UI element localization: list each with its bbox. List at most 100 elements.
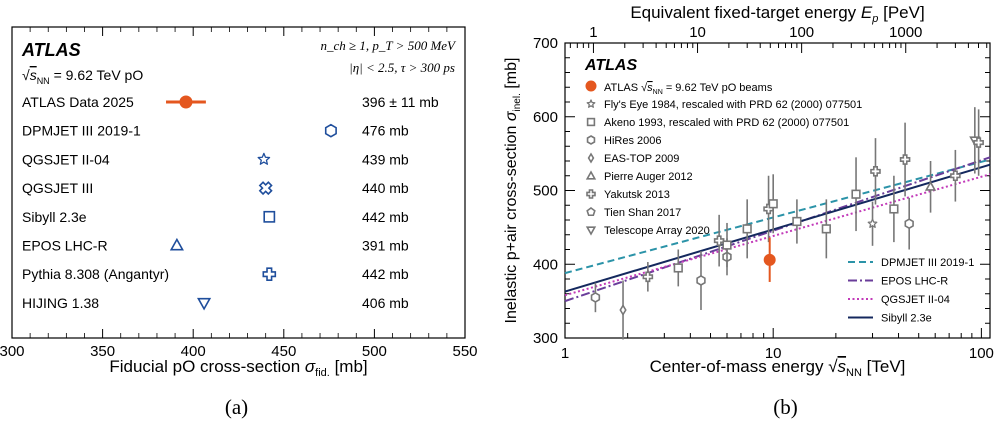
plus-shape (870, 166, 881, 177)
x-axis-label: Fiducial pO cross-section σfid. [mb] (109, 357, 367, 379)
cross-x-shape (258, 181, 273, 196)
plus-shape (262, 267, 277, 282)
legend-marker (586, 117, 596, 127)
panel-label-a: (a) (225, 395, 248, 419)
triangle-shape (197, 297, 212, 311)
plus-shape (973, 137, 984, 148)
triangle-shape (585, 226, 597, 236)
plus-shape (586, 189, 596, 199)
entry-value: 439 mb (362, 151, 409, 167)
triangle-shape (169, 237, 184, 251)
entry-label: QGSJET II-04 (22, 151, 110, 167)
cr-data-point (713, 235, 725, 246)
panel-b-energy-dependence: 1 10 100 1 10 100 1000 300 400 500 600 700 ATLAS ATLA… (503, 3, 994, 419)
cr-data-point (899, 154, 911, 165)
x-tick-label: 1 (561, 345, 569, 362)
cr-data-point (867, 218, 878, 228)
cr-data-point (722, 240, 732, 250)
entry-value: 391 mb (362, 238, 409, 254)
square-shape (768, 199, 778, 209)
top-tick-label: 1000 (889, 24, 922, 41)
square-shape (586, 117, 596, 127)
square-shape (673, 263, 683, 273)
atlas-label: ATLAS (21, 40, 81, 60)
x-tick-label: 450 (271, 343, 296, 360)
cr-data-point (950, 170, 961, 182)
entry-label: DPMJET III 2019-1 (22, 123, 141, 139)
entry-value: 476 mb (362, 123, 409, 139)
atlas-data-point (763, 253, 776, 266)
star-shape (586, 99, 596, 108)
cr-data-point (696, 275, 706, 286)
atlas-data-point (179, 95, 193, 109)
legend-marker (586, 189, 596, 199)
x-axis-label: Center-of-mass energy √sNN [TeV] (650, 357, 906, 379)
cr-data-point (821, 224, 831, 234)
cr-data-point (792, 216, 802, 227)
triangle-shape (924, 180, 937, 191)
cr-data-point (870, 166, 881, 177)
model-marker (197, 297, 212, 311)
legend-label: EAS-TOP 2009 (604, 153, 679, 165)
top-axis-label: Equivalent fixed-target energy Ep [PeV] (630, 3, 924, 25)
diamond-shape (619, 303, 627, 317)
cr-data-point (973, 137, 984, 148)
square-shape (722, 240, 732, 250)
dot-shape (763, 253, 776, 266)
square-shape (821, 224, 831, 234)
cr-data-point (642, 271, 654, 283)
star-shape (257, 152, 271, 165)
cr-data-point (742, 224, 752, 234)
cut-label-2: |η| < 2.5, τ > 300 ps (349, 60, 455, 75)
entry-value: 440 mb (362, 180, 409, 196)
x-tick-label: 500 (362, 343, 387, 360)
energy-label: √sNN = 9.62 TeV pO (22, 67, 143, 86)
panel-a-cross-section-comparison: 300 350 400 450 500 550 ATLAS √sNN = 9.62 TeV p… (0, 26, 478, 419)
legend-marker (586, 135, 596, 145)
legend-label: HiRes 2006 (604, 135, 661, 147)
legend-marker (585, 226, 597, 236)
entry-value: 442 mb (362, 209, 409, 225)
x-tick-label: 100 (969, 345, 994, 362)
legend-marker (587, 152, 595, 164)
legend-label: Akeno 1993, rescaled with PRD 62 (2000) … (604, 117, 849, 129)
legend-marker (586, 99, 596, 108)
model-curve (564, 173, 991, 297)
y-tick-label: 300 (533, 330, 558, 347)
entry-value: 406 mb (362, 295, 409, 311)
x-tick-label: 550 (452, 343, 477, 360)
legend-label: DPMJET III 2019-1 (881, 257, 974, 269)
atlas-label: ATLAS (584, 57, 637, 74)
legend-label: Pierre Auger 2012 (604, 171, 693, 183)
x-tick-label: 400 (181, 343, 206, 360)
x-tick-label: 10 (765, 345, 782, 362)
model-marker (324, 123, 337, 138)
square-shape (851, 189, 861, 199)
legend-label: EPOS LHC-R (881, 276, 948, 288)
hexagon-shape (324, 123, 337, 138)
plus-shape (899, 154, 911, 165)
cr-data-point (904, 218, 914, 230)
top-tick-label: 1 (589, 24, 597, 41)
entry-label: ATLAS Data 2025 (22, 94, 134, 110)
model-marker (262, 267, 277, 282)
legend-label: Fly's Eye 1984, rescaled with PRD 62 (20… (604, 99, 862, 111)
model-curve (564, 163, 991, 293)
hexagon-shape (590, 292, 601, 303)
plus-shape (713, 235, 725, 246)
cr-data-point (619, 303, 627, 317)
entry-value: 396 ± 11 mb (362, 94, 439, 110)
model-marker (169, 237, 184, 251)
model-curve (564, 156, 991, 303)
cr-data-point (768, 199, 778, 209)
legend-marker (585, 170, 597, 180)
y-axis-label: Inelastic p+air cross-section σinel. [mb… (503, 58, 523, 324)
plus-shape (950, 170, 961, 182)
model-marker (257, 152, 271, 165)
y-tick-label: 500 (533, 183, 558, 200)
y-tick-label: 700 (533, 35, 558, 52)
hexagon-shape (904, 218, 914, 230)
cr-data-point (590, 292, 601, 303)
entry-label: EPOS LHC-R (22, 238, 108, 254)
